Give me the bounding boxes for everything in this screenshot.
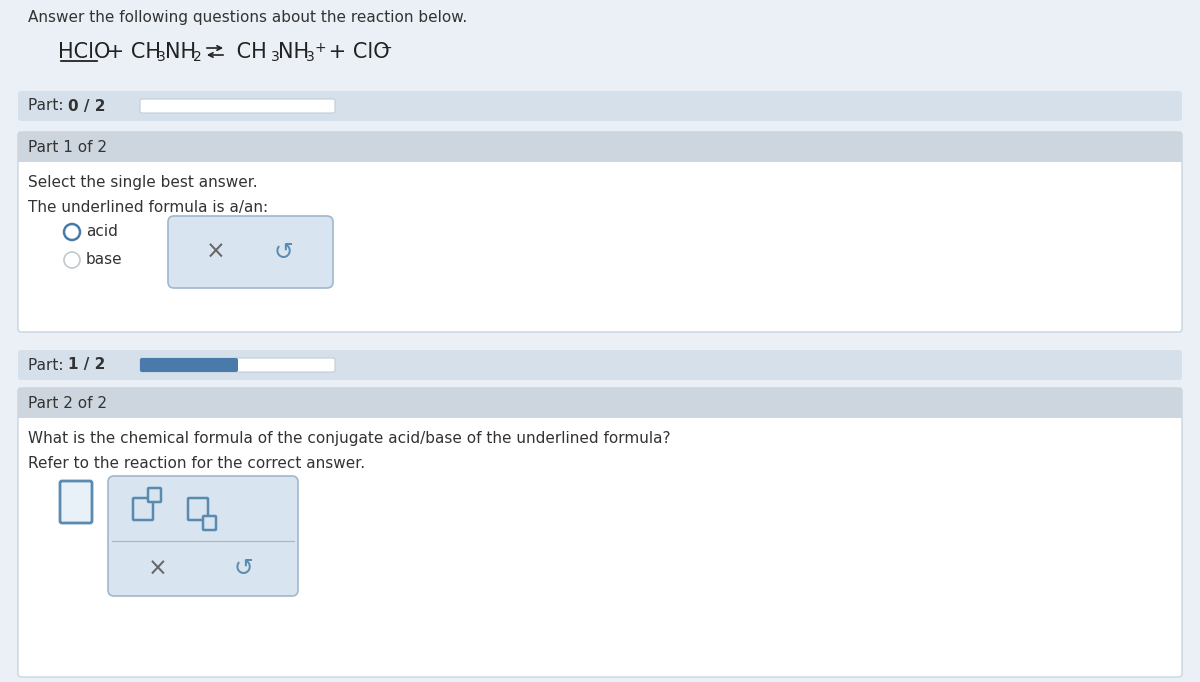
FancyBboxPatch shape <box>140 358 238 372</box>
Text: 3: 3 <box>271 50 280 64</box>
FancyBboxPatch shape <box>18 388 1182 418</box>
Text: +: + <box>314 41 325 55</box>
FancyBboxPatch shape <box>140 358 335 372</box>
Text: ×: × <box>148 557 168 580</box>
Text: 2: 2 <box>193 50 202 64</box>
Text: NH: NH <box>166 42 196 62</box>
Text: Select the single best answer.: Select the single best answer. <box>28 175 258 190</box>
Text: CH: CH <box>230 42 266 62</box>
Text: Part:: Part: <box>28 357 68 372</box>
Text: acid: acid <box>86 224 118 239</box>
Bar <box>18 403 1182 418</box>
Text: ↺: ↺ <box>233 557 253 580</box>
FancyBboxPatch shape <box>18 91 1182 121</box>
Text: + ClO: + ClO <box>322 42 390 62</box>
Text: The underlined formula is a/an:: The underlined formula is a/an: <box>28 200 268 215</box>
FancyBboxPatch shape <box>18 388 1182 677</box>
FancyBboxPatch shape <box>18 350 1182 380</box>
FancyBboxPatch shape <box>148 488 161 502</box>
Text: NH: NH <box>278 42 310 62</box>
Text: HClO: HClO <box>58 42 110 62</box>
Text: 3: 3 <box>157 50 166 64</box>
FancyBboxPatch shape <box>18 132 1182 332</box>
Text: 1 / 2: 1 / 2 <box>68 357 106 372</box>
Bar <box>18 147 1182 162</box>
Text: Part 2 of 2: Part 2 of 2 <box>28 396 107 411</box>
Text: 0 / 2: 0 / 2 <box>68 98 106 113</box>
FancyBboxPatch shape <box>18 132 1182 162</box>
Text: ↺: ↺ <box>274 240 293 264</box>
Text: What is the chemical formula of the conjugate acid/base of the underlined formul: What is the chemical formula of the conj… <box>28 431 671 446</box>
Text: Answer the following questions about the reaction below.: Answer the following questions about the… <box>28 10 467 25</box>
FancyBboxPatch shape <box>108 476 298 596</box>
FancyBboxPatch shape <box>168 216 334 288</box>
Text: + CH: + CH <box>100 42 161 62</box>
Text: ×: × <box>206 240 226 264</box>
FancyBboxPatch shape <box>203 516 216 530</box>
Text: Part:: Part: <box>28 98 68 113</box>
FancyBboxPatch shape <box>140 99 335 113</box>
Text: Part 1 of 2: Part 1 of 2 <box>28 140 107 155</box>
Text: −: − <box>382 41 392 55</box>
Text: Refer to the reaction for the correct answer.: Refer to the reaction for the correct an… <box>28 456 365 471</box>
Text: base: base <box>86 252 122 267</box>
FancyBboxPatch shape <box>60 481 92 523</box>
Text: 3: 3 <box>306 50 314 64</box>
